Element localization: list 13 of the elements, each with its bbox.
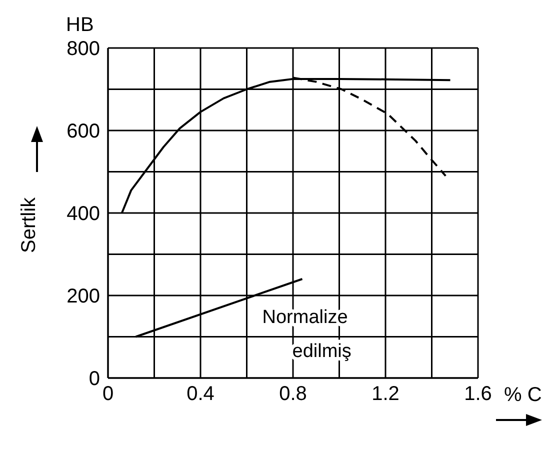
y-tick-label: 200 xyxy=(66,286,100,308)
y-tick-label: 600 xyxy=(66,120,100,143)
x-tick-label: 1.2 xyxy=(372,383,400,406)
y-tick-label: 800 xyxy=(66,38,100,60)
x-tick-label: 0 xyxy=(102,383,114,406)
y-tick-label: 0 xyxy=(88,368,100,390)
y-tick-label: 400 xyxy=(66,203,100,226)
text: HB xyxy=(66,14,94,37)
x-tick-label: 0.8 xyxy=(279,383,307,406)
x-tick-label: 1.6 xyxy=(464,383,492,406)
y-axis-title: Sertlik xyxy=(18,196,40,253)
x-axis-title: % C xyxy=(504,384,542,407)
x-tick-label: 0.4 xyxy=(186,383,214,406)
